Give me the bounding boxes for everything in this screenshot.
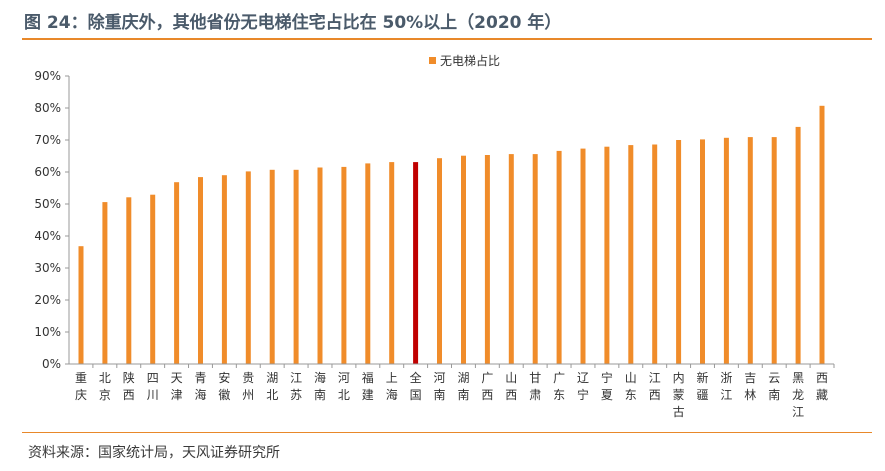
x-tick-label: 广东 bbox=[553, 371, 565, 402]
legend-swatch bbox=[429, 57, 436, 64]
x-tick-label: 天津 bbox=[171, 371, 183, 402]
x-tick-label: 广西 bbox=[481, 371, 493, 402]
y-tick-label: 70% bbox=[34, 133, 61, 147]
bar-24 bbox=[652, 144, 658, 364]
bar-6 bbox=[221, 175, 227, 364]
y-tick-label: 60% bbox=[34, 165, 61, 179]
bar-8 bbox=[269, 169, 275, 364]
bar-7 bbox=[245, 171, 251, 364]
y-tick-label: 0% bbox=[42, 357, 61, 371]
x-tick-label: 贵州 bbox=[242, 371, 254, 402]
bar-23 bbox=[628, 145, 634, 364]
y-tick-label: 40% bbox=[34, 229, 61, 243]
bar-20 bbox=[556, 150, 562, 364]
x-tick-label: 北京 bbox=[99, 371, 111, 402]
bar-9 bbox=[293, 169, 299, 364]
bar-22 bbox=[604, 146, 610, 364]
x-tick-label: 海南 bbox=[314, 370, 326, 402]
bar-1 bbox=[102, 202, 108, 364]
x-tick-label: 四川 bbox=[147, 371, 159, 402]
x-tick-label: 河南 bbox=[433, 371, 445, 402]
x-tick-label: 云南 bbox=[768, 371, 780, 402]
bar-2 bbox=[126, 197, 132, 364]
title-divider bbox=[22, 38, 872, 40]
x-tick-label: 浙江 bbox=[720, 371, 732, 402]
x-tick-label: 河北 bbox=[338, 371, 350, 402]
y-tick-label: 50% bbox=[34, 197, 61, 211]
bar-21 bbox=[580, 148, 586, 364]
x-tick-label: 新疆 bbox=[696, 370, 708, 402]
y-axis-ticks: 0% 10% 20% 30% 40% 50% 60% 70% 80% 90% bbox=[34, 69, 69, 371]
bar-4 bbox=[174, 182, 180, 364]
x-tick-label: 辽宁 bbox=[577, 371, 589, 402]
x-tick-label: 重庆 bbox=[75, 371, 87, 402]
y-tick-label: 80% bbox=[34, 101, 61, 115]
bar-19 bbox=[532, 154, 538, 364]
x-tick-label: 福建 bbox=[362, 370, 374, 402]
x-tick-label: 宁夏 bbox=[601, 370, 613, 402]
x-tick-label: 湖南 bbox=[457, 370, 469, 402]
x-tick-label: 吉林 bbox=[744, 371, 756, 402]
x-axis-labels: 重庆北京陕西四川天津青海安徽贵州湖北江苏海南河北福建上海全国河南湖南广西山西甘肃… bbox=[75, 364, 835, 419]
chart-title: 图 24：除重庆外，其他省份无电梯住宅占比在 50%以上（2020 年） bbox=[24, 13, 562, 33]
y-tick-label: 10% bbox=[34, 325, 61, 339]
x-tick-label: 黑龙江 bbox=[792, 371, 804, 419]
legend-label: 无电梯占比 bbox=[440, 53, 500, 68]
bar-series bbox=[78, 105, 825, 365]
x-tick-label: 山东 bbox=[625, 371, 637, 402]
x-tick-label: 陕西 bbox=[123, 370, 135, 402]
bar-25 bbox=[676, 140, 682, 364]
bar-3 bbox=[150, 194, 156, 364]
x-tick-label: 湖北 bbox=[266, 370, 278, 402]
bar-30 bbox=[795, 126, 801, 365]
bar-18 bbox=[508, 154, 514, 364]
x-tick-label: 江西 bbox=[649, 371, 661, 402]
bar-14 bbox=[413, 162, 419, 364]
x-tick-label: 西藏 bbox=[816, 371, 828, 402]
source-divider bbox=[22, 432, 872, 433]
x-tick-label: 上海 bbox=[386, 371, 398, 402]
bar-29 bbox=[771, 137, 777, 364]
x-tick-label: 青海 bbox=[194, 371, 206, 402]
bar-17 bbox=[484, 155, 490, 364]
bar-11 bbox=[341, 166, 347, 364]
legend: 无电梯占比 bbox=[429, 53, 500, 68]
bar-5 bbox=[198, 177, 203, 364]
bar-27 bbox=[723, 137, 729, 364]
bar-28 bbox=[747, 137, 753, 364]
x-tick-label: 甘肃 bbox=[529, 371, 541, 402]
bar-16 bbox=[461, 155, 466, 364]
x-tick-label: 山西 bbox=[505, 371, 517, 402]
x-tick-label: 全国 bbox=[410, 370, 422, 402]
bar-31 bbox=[819, 105, 825, 365]
x-tick-label: 安徽 bbox=[218, 370, 230, 402]
x-tick-label: 内蒙古 bbox=[673, 371, 685, 419]
bar-12 bbox=[365, 163, 371, 364]
bar-26 bbox=[700, 139, 705, 364]
bar-0 bbox=[78, 246, 84, 364]
bar-10 bbox=[317, 167, 323, 364]
bar-15 bbox=[437, 158, 442, 364]
bar-13 bbox=[389, 162, 395, 364]
source-note: 资料来源：国家统计局，天风证券研究所 bbox=[28, 445, 280, 461]
x-tick-label: 江苏 bbox=[290, 371, 302, 402]
y-tick-label: 30% bbox=[34, 261, 61, 275]
y-tick-label: 90% bbox=[34, 69, 61, 83]
y-tick-label: 20% bbox=[34, 293, 61, 307]
